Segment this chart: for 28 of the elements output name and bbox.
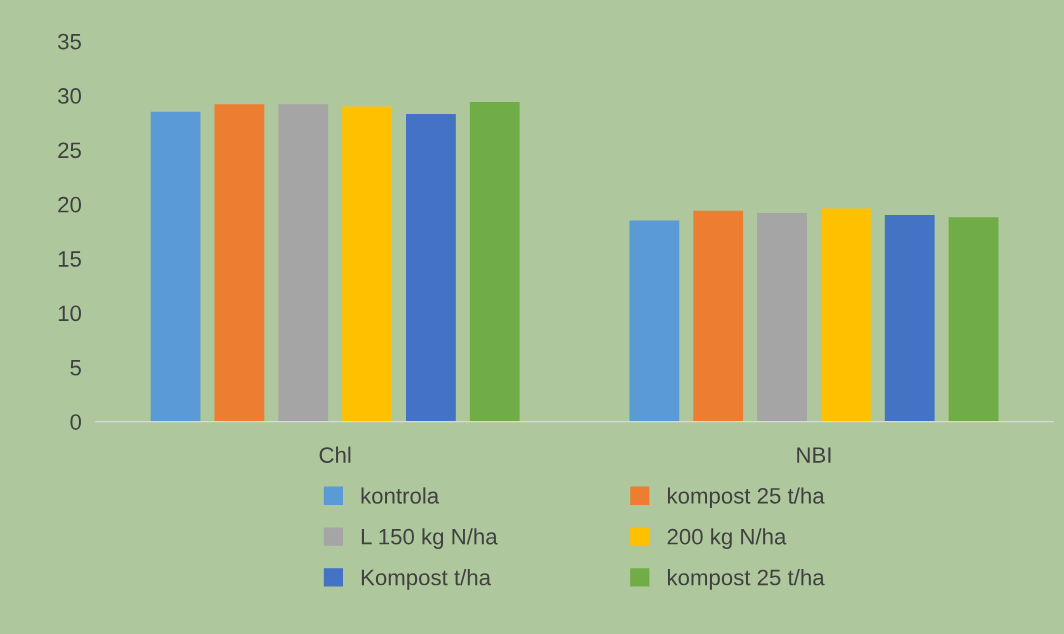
y-tick-label: 35 xyxy=(58,33,81,50)
y-tick-label: 5 xyxy=(70,360,81,376)
y-tick-label: 25 xyxy=(58,142,81,159)
bar xyxy=(757,212,807,422)
legend-label: Kompost t/ha xyxy=(361,569,492,590)
bar xyxy=(884,215,935,422)
bar xyxy=(629,220,680,422)
legend-label: kontrola xyxy=(361,487,440,504)
bar xyxy=(469,102,520,422)
x-tick-label: Chl xyxy=(319,446,351,463)
y-tick-label: 30 xyxy=(58,88,81,104)
y-tick-label: 15 xyxy=(58,251,81,267)
legend-label: L 150 kg N/ha xyxy=(361,528,498,549)
bar xyxy=(150,111,201,422)
bar xyxy=(406,114,456,422)
bar xyxy=(693,210,744,422)
bar xyxy=(342,106,392,422)
legend-label: 200 kg N/ha xyxy=(667,528,787,549)
x-tick-label: NBI xyxy=(797,447,831,463)
bar xyxy=(948,217,999,422)
y-tick-label: 10 xyxy=(58,305,81,322)
bar xyxy=(278,104,329,422)
bar xyxy=(214,104,265,422)
y-tick-label: 20 xyxy=(58,196,81,213)
legend-label: kompost 25 t/ha xyxy=(667,569,825,590)
legend-label: kompost 25 t/ha xyxy=(667,487,825,509)
y-tick-label: 0 xyxy=(70,414,81,430)
bar xyxy=(820,208,871,422)
